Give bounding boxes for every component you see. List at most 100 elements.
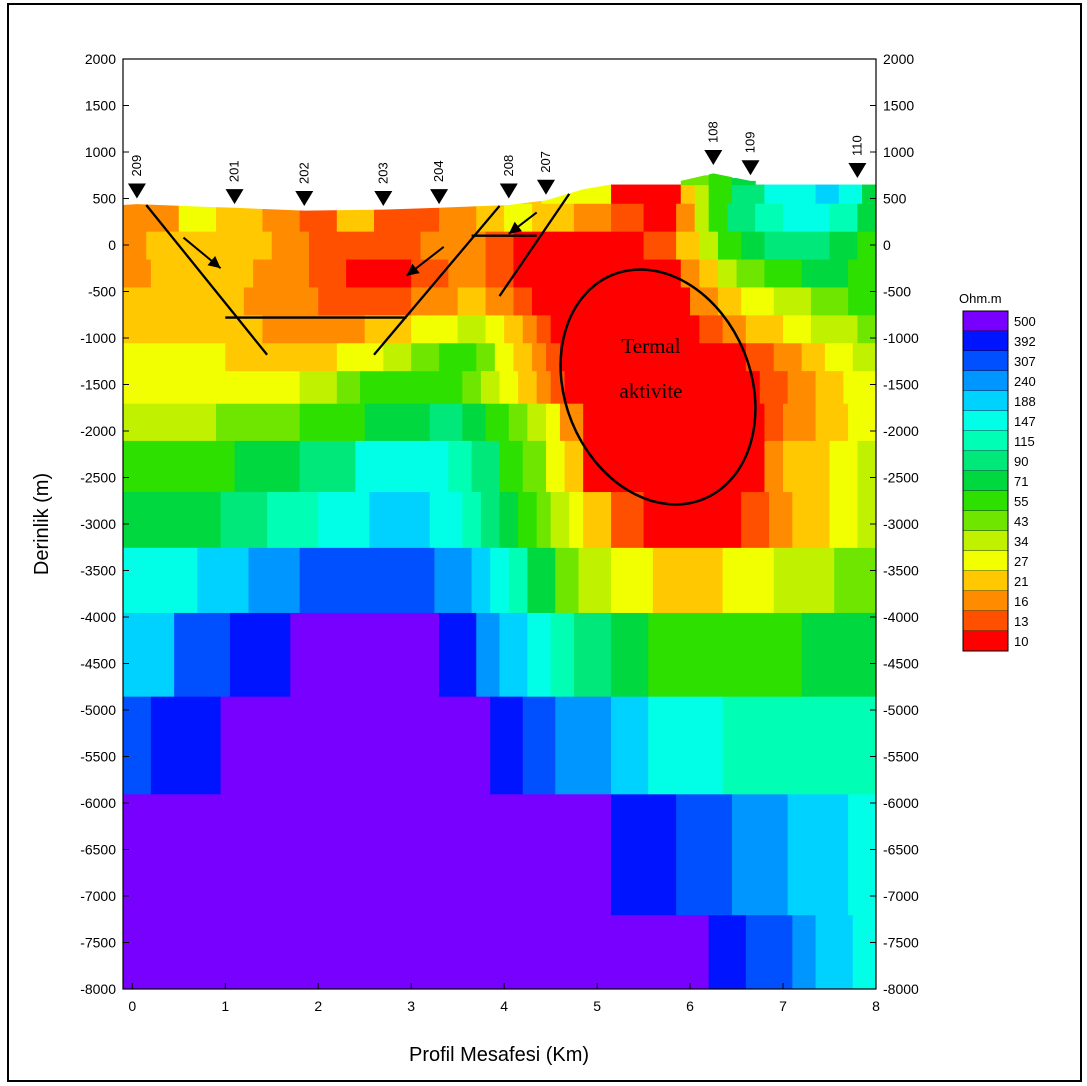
resistivity-cell-39 — [434, 547, 473, 613]
resistivity-cell-87 — [123, 403, 217, 441]
legend-label-21: 21 — [1014, 574, 1028, 589]
resistivity-cell-3 — [792, 914, 817, 989]
legend-label-27: 27 — [1014, 554, 1028, 569]
legend-swatch-10 — [963, 631, 1008, 652]
resistivity-cell-44 — [555, 547, 580, 613]
station-label-204: 204 — [431, 160, 446, 182]
station-label-110: 110 — [849, 135, 864, 156]
y-tick-label-left-17: -6500 — [80, 842, 116, 858]
resistivity-cell-58 — [480, 491, 501, 548]
resistivity-cell-22 — [229, 612, 291, 697]
resistivity-cell-15 — [522, 696, 556, 795]
legend-label-500: 500 — [1014, 314, 1036, 329]
resistivity-cells — [123, 59, 876, 989]
resistivity-cell-80 — [545, 440, 566, 493]
resistivity-cell-164 — [773, 286, 812, 316]
resistivity-cell-154 — [243, 286, 319, 316]
legend-label-392: 392 — [1014, 334, 1036, 349]
resistivity-cell-191 — [420, 231, 459, 260]
resistivity-cell-222 — [755, 203, 784, 232]
legend-label-147: 147 — [1014, 414, 1036, 429]
resistivity-cell-14 — [490, 696, 524, 795]
resistivity-cell-114 — [564, 370, 761, 404]
station-label-108: 108 — [705, 121, 720, 143]
resistivity-cell-98 — [583, 403, 766, 441]
resistivity-cell-140 — [411, 314, 459, 344]
resistivity-cell-48 — [722, 547, 775, 613]
resistivity-cell-34 — [801, 612, 876, 697]
y-tick-label-left-14: -5000 — [80, 702, 116, 718]
resistivity-cell-94 — [508, 403, 528, 441]
resistivity-cell-108 — [462, 370, 482, 404]
resistivity-cell-62 — [550, 491, 570, 548]
resistivity-cell-38 — [299, 547, 436, 613]
station-marker-204 — [430, 189, 449, 205]
resistivity-cell-110 — [499, 370, 519, 404]
resistivity-cell-84 — [783, 440, 831, 493]
legend-swatch-500 — [963, 311, 1008, 332]
resistivity-cell-223 — [783, 203, 831, 232]
resistivity-cell-144 — [522, 314, 538, 344]
x-tick-label-8: 8 — [872, 998, 880, 1014]
legend-label-10: 10 — [1014, 634, 1028, 649]
legend-label-43: 43 — [1014, 514, 1028, 529]
resistivity-cell-218 — [676, 203, 696, 232]
resistivity-cell-63 — [569, 491, 584, 548]
resistivity-cell-122 — [383, 342, 412, 372]
legend-label-13: 13 — [1014, 614, 1028, 629]
resistivity-cell-46 — [611, 547, 654, 613]
resistivity-cell-174 — [485, 258, 515, 288]
resistivity-cell-199 — [717, 231, 742, 260]
resistivity-cell-217 — [643, 203, 677, 232]
resistivity-cell-173 — [448, 258, 487, 288]
resistivity-cell-24 — [439, 612, 477, 697]
y-tick-label-right-14: -5000 — [883, 702, 919, 718]
resistivity-cell-105 — [336, 370, 361, 404]
resistivity-cell-198 — [699, 231, 719, 260]
x-tick-label-5: 5 — [593, 998, 601, 1014]
station-marker-110 — [848, 163, 867, 179]
legend-label-188: 188 — [1014, 394, 1036, 409]
resistivity-cell-75 — [355, 440, 449, 493]
resistivity-cell-178 — [680, 258, 700, 288]
y-tick-label-right-12: -4000 — [883, 609, 919, 625]
y-tick-label-left-7: -1500 — [80, 377, 116, 393]
legend-swatch-392 — [963, 331, 1008, 352]
resistivity-cell-74 — [299, 440, 357, 493]
resistivity-cell-202 — [829, 231, 859, 260]
resistivity-cell-23 — [290, 612, 440, 697]
x-tick-label-4: 4 — [500, 998, 508, 1014]
resistivity-cell-11 — [123, 696, 152, 795]
station-label-203: 203 — [375, 162, 390, 184]
resistivity-cell-82 — [583, 440, 766, 493]
resistivity-cell-92 — [462, 403, 487, 441]
color-legend: Ohm.m 500 392 307 240 188 147 115 90 71 55 43 34 27 21… — [959, 291, 1036, 652]
resistivity-cell-182 — [764, 258, 803, 288]
movement-arrowhead-1 — [406, 263, 420, 276]
resistivity-cell-150 — [783, 314, 812, 344]
resistivity-cell-123 — [411, 342, 440, 372]
resistivity-cell-77 — [471, 440, 501, 493]
y-tick-label-right-16: -6000 — [883, 795, 919, 811]
resistivity-cell-232 — [611, 184, 645, 204]
resistivity-cell-159 — [513, 286, 533, 316]
axes: 2000 2000 1500 1500 1000 1000 500 500 0 0 -500 -500… — [80, 51, 919, 1014]
resistivity-cell-195 — [606, 231, 645, 260]
resistivity-cell-175 — [513, 258, 612, 288]
resistivity-cell-33 — [736, 612, 803, 697]
resistivity-cell-50 — [834, 547, 876, 613]
y-tick-label-left-8: -2000 — [80, 423, 116, 439]
y-tick-label-left-15: -5500 — [80, 749, 116, 765]
legend-swatch-115 — [963, 431, 1008, 452]
resistivity-cell-233 — [643, 184, 682, 204]
resistivity-cell-138 — [262, 314, 366, 344]
resistivity-cell-83 — [764, 440, 784, 493]
thermal-ellipse — [559, 268, 757, 506]
resistivity-cell-25 — [476, 612, 501, 697]
legend-swatch-188 — [963, 391, 1008, 412]
y-tick-label-right-1: 1500 — [883, 98, 914, 114]
resistivity-cell-31 — [648, 612, 700, 697]
resistivity-cell-42 — [508, 547, 528, 613]
resistivity-cell-9 — [787, 793, 849, 916]
y-tick-label-left-16: -6000 — [80, 795, 116, 811]
